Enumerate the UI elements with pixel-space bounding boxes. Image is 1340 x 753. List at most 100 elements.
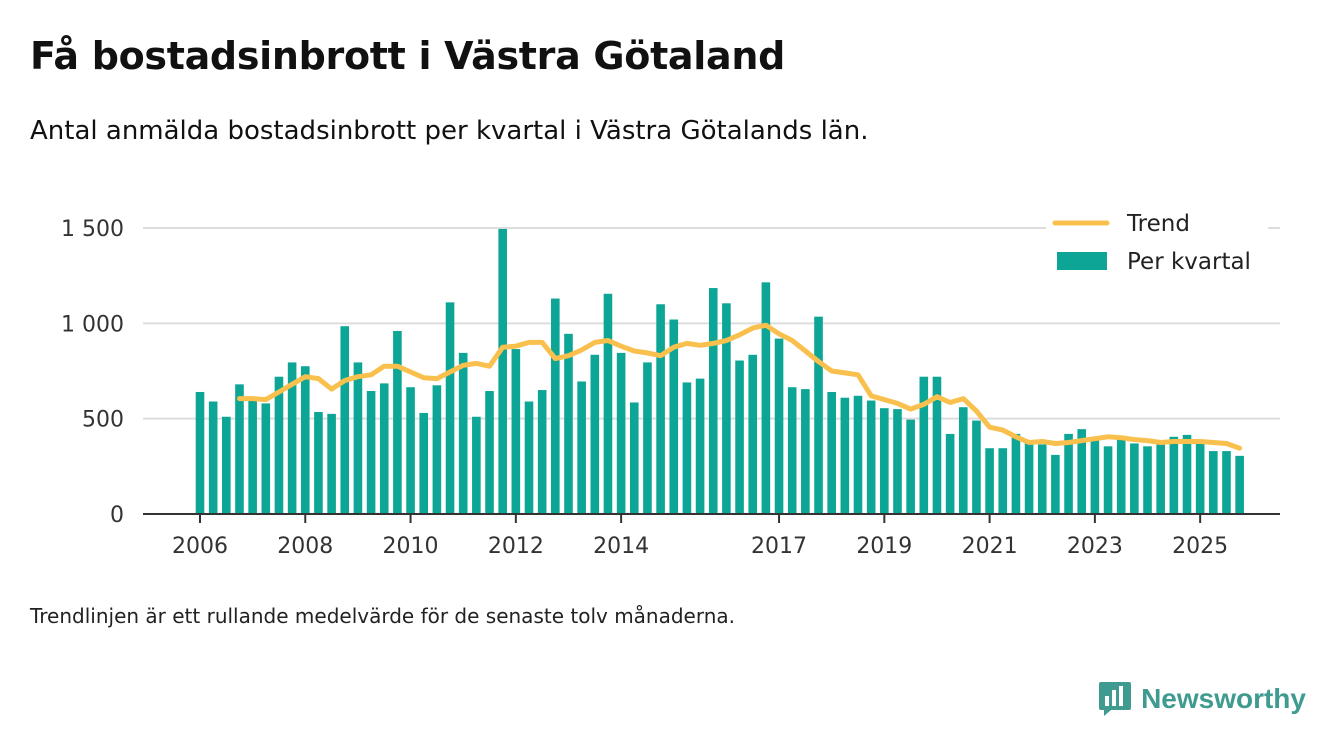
bar	[774, 338, 784, 514]
bar	[761, 282, 771, 514]
x-tick-label: 2006	[172, 534, 228, 559]
bar	[1182, 434, 1192, 514]
bar	[695, 378, 705, 514]
bar	[893, 409, 902, 514]
bar	[958, 407, 968, 514]
bar	[287, 362, 297, 514]
y-tick-label: 1 000	[61, 312, 124, 337]
bar	[458, 352, 468, 514]
bar	[814, 316, 823, 514]
x-tick-label: 2014	[593, 534, 649, 559]
bar	[1064, 433, 1073, 514]
bar	[432, 385, 442, 514]
bar	[577, 381, 586, 514]
bar	[919, 376, 929, 514]
legend: Trend Per kvartal	[1046, 204, 1268, 288]
bar	[656, 304, 665, 514]
bar	[1051, 454, 1060, 514]
bar	[801, 389, 810, 514]
bar	[445, 302, 455, 514]
bar	[853, 395, 863, 514]
legend-trend-label: Trend	[1126, 211, 1190, 237]
bar	[1090, 438, 1100, 514]
bar	[1103, 446, 1113, 514]
bar	[827, 391, 836, 514]
bar	[787, 387, 797, 514]
bar	[379, 383, 389, 514]
bar	[537, 390, 547, 514]
bar	[998, 448, 1008, 514]
bar	[945, 433, 955, 514]
y-tick-label: 500	[82, 408, 124, 433]
legend-bar-swatch	[1057, 252, 1107, 270]
trend-line	[237, 322, 1243, 451]
bar	[498, 228, 507, 514]
bar	[866, 400, 876, 514]
x-tick-label: 2012	[488, 534, 544, 559]
bar	[1195, 442, 1205, 514]
bar	[419, 412, 429, 514]
bar	[485, 391, 494, 514]
x-tick-label: 2017	[751, 534, 807, 559]
bar	[524, 401, 534, 514]
bar	[1024, 441, 1034, 514]
bar	[932, 376, 942, 514]
bar	[472, 416, 481, 514]
bar-chart-icon	[1099, 682, 1132, 716]
bar	[195, 391, 205, 514]
y-tick-label: 1 500	[61, 217, 124, 242]
bar	[1077, 429, 1087, 514]
bar	[1156, 442, 1165, 514]
x-tick-label: 2021	[962, 534, 1018, 559]
bar	[1037, 444, 1047, 514]
bar	[248, 399, 257, 514]
bar	[748, 354, 758, 514]
bar	[590, 354, 600, 514]
bar	[603, 293, 613, 514]
bar	[261, 403, 271, 514]
bar	[616, 352, 626, 514]
bar	[1209, 451, 1218, 514]
x-tick-label: 2008	[277, 534, 333, 559]
x-tick-label: 2023	[1067, 534, 1123, 559]
y-tick-label: 0	[110, 503, 124, 528]
bar	[511, 349, 521, 514]
bar	[1011, 433, 1021, 514]
bar	[840, 397, 850, 514]
x-tick-label: 2010	[383, 534, 439, 559]
bar	[682, 382, 692, 514]
bar	[564, 333, 573, 514]
bar	[880, 408, 889, 514]
bar	[1143, 446, 1152, 514]
x-tick-label: 2025	[1172, 534, 1228, 559]
bar	[327, 413, 336, 514]
bar	[551, 298, 560, 514]
bar	[643, 362, 652, 514]
bar	[300, 366, 310, 514]
bar	[1116, 438, 1126, 514]
bar	[314, 411, 323, 514]
bar	[274, 376, 284, 514]
bar	[629, 402, 639, 514]
legend-bar-label: Per kvartal	[1127, 249, 1251, 275]
footnote: Trendlinjen är ett rullande medelvärde f…	[30, 604, 736, 628]
bar	[222, 416, 231, 514]
bar	[972, 420, 981, 514]
bar	[985, 448, 994, 514]
bar	[1235, 455, 1244, 514]
bar	[393, 330, 402, 514]
bar	[708, 288, 718, 514]
bar	[735, 360, 744, 514]
bar	[906, 419, 915, 514]
bar	[1169, 436, 1179, 514]
bar	[406, 387, 415, 514]
bar	[1222, 451, 1231, 514]
bar	[208, 401, 218, 514]
bar	[353, 362, 363, 514]
newsworthy-logo[interactable]: Newsworthy	[1097, 680, 1306, 718]
legend-background	[1046, 204, 1268, 288]
bar	[1130, 443, 1139, 514]
bar	[340, 326, 350, 514]
bar	[366, 391, 376, 514]
